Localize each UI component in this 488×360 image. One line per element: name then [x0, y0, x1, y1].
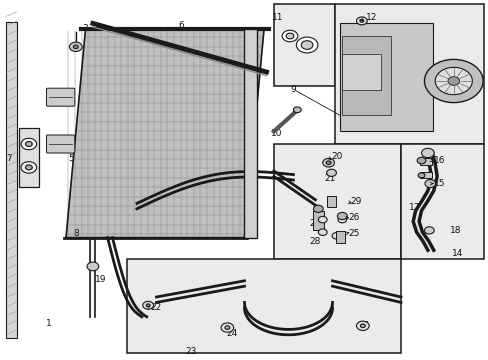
Circle shape: [325, 161, 330, 165]
Text: 15: 15: [433, 179, 445, 188]
Circle shape: [424, 227, 433, 234]
Circle shape: [360, 324, 365, 328]
Text: 17: 17: [408, 202, 420, 211]
Bar: [19, 128, 39, 187]
Circle shape: [424, 180, 435, 188]
Text: 14: 14: [450, 249, 462, 258]
Text: 28: 28: [309, 237, 321, 246]
Circle shape: [73, 45, 78, 49]
Circle shape: [359, 19, 363, 22]
Circle shape: [318, 216, 326, 223]
Text: 3: 3: [82, 24, 88, 33]
Polygon shape: [66, 29, 264, 238]
Text: 23: 23: [184, 346, 196, 356]
Circle shape: [293, 107, 301, 113]
Circle shape: [326, 169, 336, 176]
Circle shape: [224, 326, 229, 329]
Bar: [273, 144, 400, 259]
Text: 24: 24: [358, 321, 369, 330]
Circle shape: [69, 42, 82, 51]
Circle shape: [25, 165, 32, 170]
Bar: [334, 4, 483, 144]
Text: 29: 29: [349, 197, 361, 206]
Bar: [339, 23, 432, 131]
Text: 21: 21: [324, 174, 335, 183]
Text: 8: 8: [73, 230, 79, 239]
Text: 1: 1: [46, 320, 52, 328]
Text: 10: 10: [270, 129, 282, 138]
Text: 4: 4: [68, 100, 74, 109]
Circle shape: [421, 148, 433, 158]
Text: 22: 22: [150, 303, 162, 312]
Text: 6: 6: [178, 21, 183, 30]
Circle shape: [146, 304, 150, 307]
Circle shape: [331, 233, 340, 239]
Circle shape: [318, 229, 326, 235]
Circle shape: [447, 77, 459, 85]
Text: 26: 26: [348, 213, 360, 222]
Bar: [342, 54, 381, 90]
Circle shape: [142, 301, 153, 309]
Circle shape: [416, 157, 425, 164]
Circle shape: [356, 321, 368, 330]
Text: 16: 16: [433, 156, 445, 165]
Text: 19: 19: [94, 274, 106, 284]
Bar: [419, 158, 431, 165]
Bar: [6, 22, 17, 338]
Bar: [127, 259, 400, 353]
Bar: [342, 36, 390, 115]
FancyBboxPatch shape: [46, 135, 75, 153]
Circle shape: [282, 30, 297, 42]
Circle shape: [87, 262, 99, 271]
Text: 7: 7: [6, 154, 12, 163]
Circle shape: [296, 37, 317, 53]
Text: 13: 13: [463, 68, 474, 77]
Text: 9: 9: [290, 85, 296, 94]
Bar: [312, 211, 323, 230]
Circle shape: [322, 158, 334, 167]
Bar: [419, 172, 431, 178]
Circle shape: [434, 67, 471, 95]
Text: 11: 11: [271, 13, 283, 22]
Circle shape: [417, 173, 424, 178]
FancyBboxPatch shape: [46, 88, 75, 106]
Circle shape: [21, 138, 37, 150]
Circle shape: [356, 17, 366, 25]
Bar: [273, 4, 334, 86]
Bar: [400, 144, 483, 259]
Bar: [326, 196, 336, 207]
Circle shape: [21, 162, 37, 173]
Text: 25: 25: [348, 230, 360, 239]
Bar: [336, 231, 345, 243]
Circle shape: [285, 33, 293, 39]
Text: 2: 2: [24, 154, 30, 163]
Text: 27: 27: [309, 219, 321, 228]
Circle shape: [313, 205, 323, 212]
Text: 18: 18: [449, 226, 461, 235]
Circle shape: [301, 41, 312, 49]
Circle shape: [221, 323, 233, 332]
Circle shape: [337, 212, 346, 220]
Text: 12: 12: [365, 13, 377, 22]
Text: 20: 20: [331, 152, 343, 161]
Text: 24: 24: [226, 328, 238, 338]
Circle shape: [424, 59, 482, 103]
Circle shape: [25, 141, 32, 147]
Text: 5: 5: [68, 154, 74, 163]
Circle shape: [337, 216, 346, 223]
Bar: [244, 29, 256, 238]
